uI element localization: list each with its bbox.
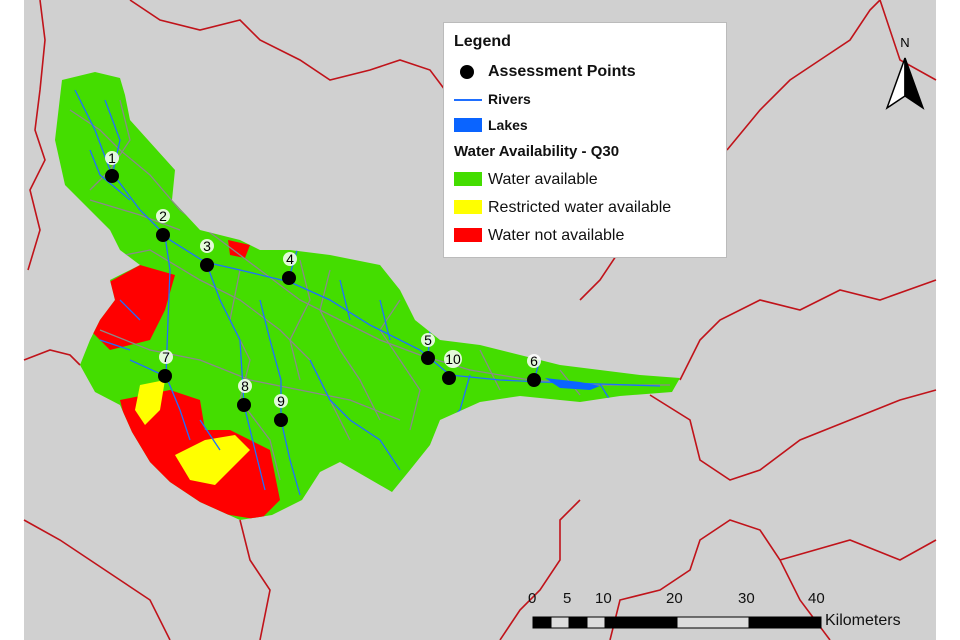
north-arrow-icon: N	[885, 35, 925, 110]
border-line	[23, 349, 81, 366]
legend-label: Water not available	[488, 227, 625, 244]
water-not-available-area	[228, 240, 250, 258]
restricted-water-area	[135, 380, 165, 425]
border-line	[27, 0, 46, 271]
svg-text:5: 5	[424, 332, 432, 348]
assessment-point[interactable]: 6	[527, 353, 541, 387]
svg-text:1: 1	[108, 150, 116, 166]
legend-label: Lakes	[488, 117, 528, 133]
assessment-point[interactable]: 2	[156, 208, 170, 242]
scale-tick: 0	[528, 590, 537, 607]
scale-tick: 5	[563, 590, 572, 607]
border-line	[129, 0, 446, 91]
border-line	[779, 539, 937, 561]
yellow-swatch	[454, 200, 482, 214]
svg-text:4: 4	[286, 251, 294, 267]
svg-text:10: 10	[445, 351, 461, 367]
country-borders	[23, 0, 937, 640]
assessment-point[interactable]: 4	[282, 251, 297, 285]
legend-label: Water available	[488, 171, 598, 188]
legend-item-restricted: Restricted water available	[454, 199, 671, 217]
scale-tick: 10	[595, 590, 612, 607]
border-line	[239, 519, 271, 640]
legend-item-lakes: Lakes	[454, 117, 528, 133]
svg-text:2: 2	[159, 208, 167, 224]
assessment-point[interactable]: 8	[237, 378, 252, 412]
legend-item-rivers: Rivers	[454, 91, 531, 107]
scale-tick: 20	[666, 590, 683, 607]
lake-swatch	[454, 118, 482, 132]
border-line	[499, 499, 581, 640]
assessment-points: 1 2 3 4 5 6 7 8 9 10	[105, 150, 541, 427]
legend-section-title: Water Availability - Q30	[454, 143, 620, 160]
border-line	[649, 389, 937, 481]
scale-tick: 40	[808, 590, 825, 607]
border-line	[879, 0, 937, 81]
assessment-point[interactable]: 9	[274, 393, 288, 427]
assessment-point[interactable]: 7	[158, 349, 173, 383]
assessment-point[interactable]: 1	[105, 150, 119, 183]
svg-text:7: 7	[162, 349, 170, 365]
assessment-point[interactable]: 10	[442, 350, 462, 385]
svg-text:N: N	[900, 35, 909, 50]
border-line	[726, 0, 881, 151]
legend-label: Assessment Points	[488, 63, 636, 80]
legend-title: Legend	[454, 33, 511, 50]
black-dot-icon	[460, 65, 474, 79]
assessment-point[interactable]: 3	[200, 238, 214, 272]
restricted-water-area	[175, 435, 250, 485]
legend: Legend Assessment Points Rivers Lakes Wa…	[443, 22, 727, 258]
green-swatch	[454, 172, 482, 186]
svg-text:3: 3	[203, 238, 211, 254]
river-line-icon	[454, 99, 482, 101]
scale-unit: Kilometers	[825, 612, 901, 629]
border-line	[609, 519, 831, 640]
scale-bar	[532, 616, 822, 629]
scale-tick: 30	[738, 590, 755, 607]
red-swatch	[454, 228, 482, 242]
border-line	[23, 519, 171, 640]
lake	[545, 378, 600, 390]
legend-label: Rivers	[488, 91, 531, 107]
svg-text:6: 6	[530, 353, 538, 369]
legend-item-assessment-points: Assessment Points	[454, 63, 636, 81]
assessment-point[interactable]: 5	[421, 332, 435, 365]
legend-label: Restricted water available	[488, 199, 672, 216]
legend-item-water-available: Water available	[454, 171, 598, 189]
svg-text:8: 8	[241, 378, 249, 394]
border-line	[679, 279, 937, 381]
legend-item-not-available: Water not available	[454, 227, 624, 245]
svg-text:9: 9	[277, 393, 285, 409]
